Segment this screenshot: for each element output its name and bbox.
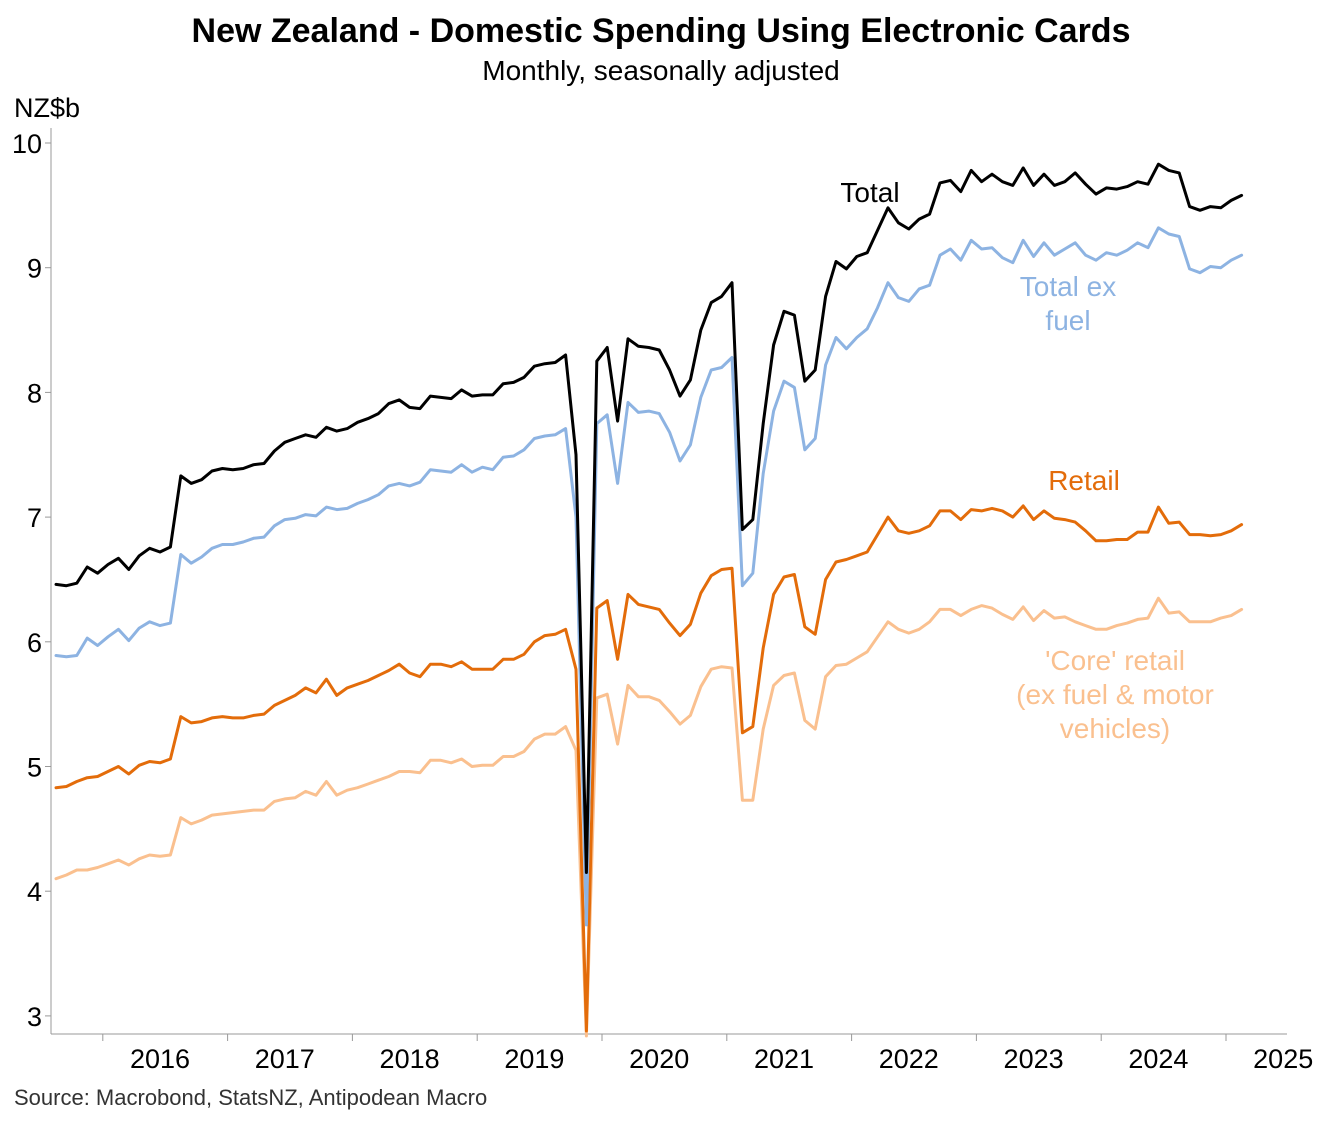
x-axis-ticks: 2016 2017 2018 2019 2020 2021 2022 2023 2024 2025: [102, 1034, 1313, 1074]
x-tick-label: 2023: [1004, 1044, 1064, 1074]
y-tick-label: 5: [27, 753, 42, 783]
y-tick-label: 7: [27, 503, 42, 533]
series-label: Total: [840, 177, 899, 208]
series-line-total: [54, 162, 1244, 874]
y-tick-label: 6: [27, 628, 42, 658]
source-note: Source: Macrobond, StatsNZ, Antipodean M…: [14, 1085, 487, 1110]
series-line-retail: [54, 504, 1244, 1033]
series-line-total-ex-fuel: [54, 226, 1244, 927]
y-tick-label: 8: [27, 378, 42, 408]
y-axis-ticks: 3 4 5 6 7 8 9 10: [12, 129, 51, 1032]
x-tick-label: 2018: [380, 1044, 440, 1074]
y-axis-unit-label: NZ$b: [14, 93, 80, 123]
y-tick-label: 10: [12, 129, 42, 159]
series-label: vehicles): [1060, 713, 1170, 744]
x-tick-label: 2021: [754, 1044, 814, 1074]
chart-subtitle: Monthly, seasonally adjusted: [482, 55, 839, 86]
y-tick-label: 4: [27, 877, 42, 907]
series-line-core-retail-ex-fuel-motor-vehicles: [54, 596, 1244, 1038]
y-tick-label: 3: [27, 1002, 42, 1032]
chart-title: New Zealand - Domestic Spending Using El…: [192, 12, 1131, 50]
x-tick-label: 2025: [1253, 1044, 1313, 1074]
x-tick-label: 2024: [1128, 1044, 1188, 1074]
x-tick-label: 2022: [879, 1044, 939, 1074]
x-tick-label: 2020: [629, 1044, 689, 1074]
series-label: fuel: [1045, 305, 1090, 336]
series-label: (ex fuel & motor: [1016, 679, 1214, 710]
axes: [50, 128, 1287, 1035]
x-tick-label: 2019: [504, 1044, 564, 1074]
series-lines: [54, 162, 1244, 1038]
series-label: 'Core' retail: [1045, 645, 1185, 676]
series-label: Total ex: [1020, 271, 1117, 302]
series-label: Retail: [1048, 465, 1120, 496]
x-tick-label: 2017: [255, 1044, 315, 1074]
x-tick-label: 2016: [130, 1044, 190, 1074]
y-tick-label: 9: [27, 254, 42, 284]
